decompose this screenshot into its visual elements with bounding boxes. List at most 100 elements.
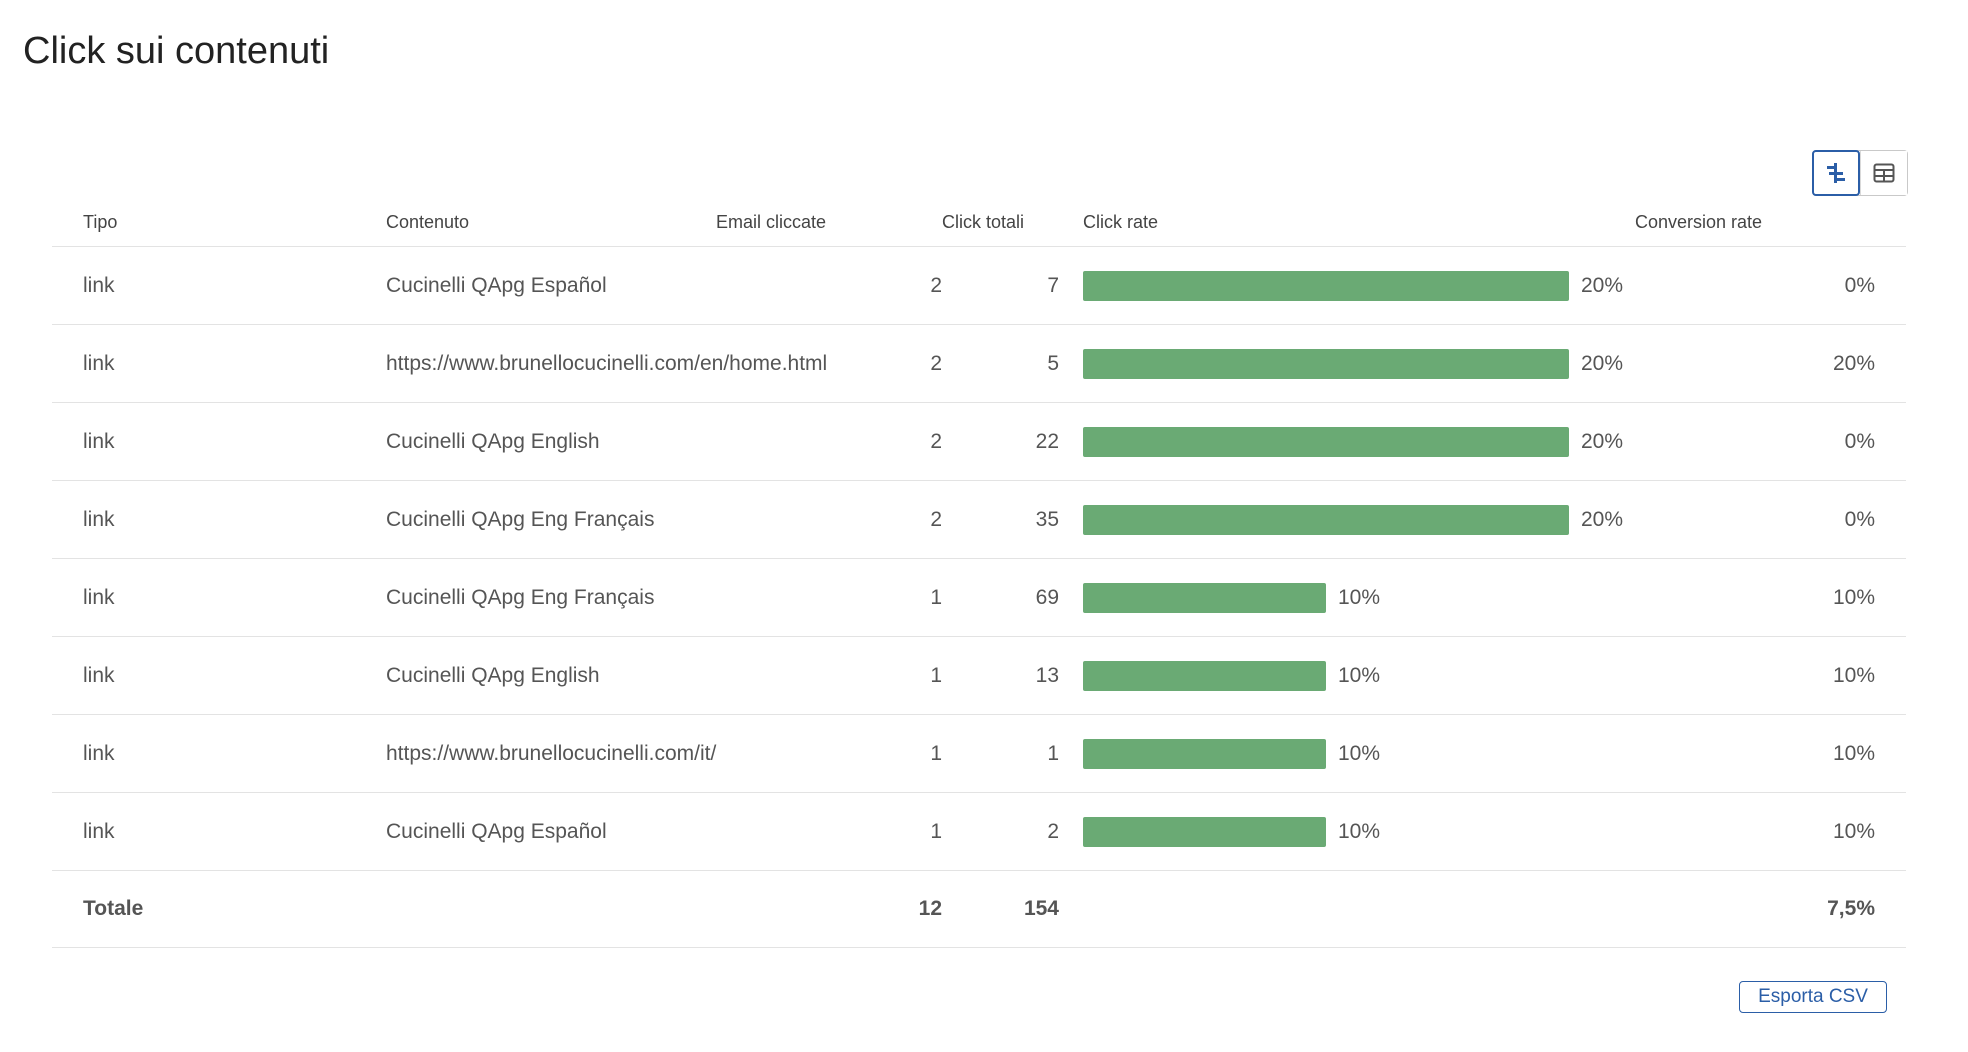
header-email-cliccate[interactable]: Email cliccate bbox=[716, 198, 942, 247]
cell-tipo: link bbox=[52, 636, 386, 715]
cell-tipo: link bbox=[52, 792, 386, 871]
click-rate-bar-track: 10% bbox=[1083, 738, 1569, 769]
cell-contenuto: Cucinelli QApg Eng Français bbox=[386, 558, 716, 637]
click-rate-bar bbox=[1083, 738, 1326, 769]
cell-click-totali[interactable]: 69 bbox=[942, 558, 1059, 637]
cell-tipo: link bbox=[52, 246, 386, 325]
click-rate-bar bbox=[1083, 660, 1326, 691]
click-rate-label: 20% bbox=[1581, 351, 1624, 375]
bar-chart-view-icon bbox=[1827, 163, 1845, 183]
cell-click-totali[interactable]: 13 bbox=[942, 636, 1059, 715]
table-row: link Cucinelli QApg Español 1 2 10% 10% bbox=[52, 792, 1906, 871]
click-rate-bar bbox=[1083, 504, 1569, 535]
cell-click-rate: 10% bbox=[1059, 558, 1635, 637]
cell-click-totali[interactable]: 2 bbox=[942, 792, 1059, 871]
cell-email-cliccate[interactable]: 2 bbox=[716, 246, 942, 325]
cell-contenuto: Cucinelli QApg English bbox=[386, 402, 716, 481]
cell-click-totali[interactable]: 1 bbox=[942, 714, 1059, 793]
cell-tipo: link bbox=[52, 324, 386, 403]
cell-click-rate: 20% bbox=[1059, 324, 1635, 403]
click-rate-label: 10% bbox=[1338, 819, 1381, 843]
cell-conversion-rate: 20% bbox=[1635, 324, 1906, 403]
click-rate-bar-track: 20% bbox=[1083, 270, 1623, 301]
click-rate-label: 20% bbox=[1581, 429, 1624, 453]
click-rate-bar-track: 10% bbox=[1083, 582, 1569, 613]
totals-rate-empty bbox=[1059, 870, 1635, 948]
cell-conversion-rate: 10% bbox=[1635, 792, 1906, 871]
table-row: link https://www.brunellocucinelli.com/en… bbox=[52, 324, 1906, 403]
table-row: link https://www.brunellocucinelli.com/it… bbox=[52, 714, 1906, 793]
click-rate-bar bbox=[1083, 426, 1569, 457]
click-rate-bar bbox=[1083, 582, 1326, 613]
cell-email-cliccate[interactable]: 1 bbox=[716, 792, 942, 871]
cell-contenuto: Cucinelli QApg Español bbox=[386, 246, 716, 325]
click-rate-bar-track: 10% bbox=[1083, 660, 1569, 691]
cell-tipo: link bbox=[52, 402, 386, 481]
cell-conversion-rate: 0% bbox=[1635, 402, 1906, 481]
header-tipo[interactable]: Tipo bbox=[52, 198, 386, 247]
cell-tipo: link bbox=[52, 480, 386, 559]
cell-conversion-rate: 10% bbox=[1635, 714, 1906, 793]
click-rate-label: 10% bbox=[1338, 741, 1381, 765]
cell-click-totali[interactable]: 22 bbox=[942, 402, 1059, 481]
click-rate-bar-track: 20% bbox=[1083, 504, 1623, 535]
cell-conversion-rate: 10% bbox=[1635, 636, 1906, 715]
cell-email-cliccate[interactable]: 2 bbox=[716, 402, 942, 481]
cell-click-rate: 10% bbox=[1059, 714, 1635, 793]
header-conversion-rate[interactable]: Conversion rate bbox=[1635, 198, 1906, 247]
cell-email-cliccate[interactable]: 1 bbox=[716, 558, 942, 637]
table-view-icon bbox=[1873, 163, 1895, 183]
header-click-totali[interactable]: Click totali bbox=[942, 198, 1059, 247]
totals-click: 154 bbox=[942, 870, 1059, 948]
cell-contenuto: Cucinelli QApg Español bbox=[386, 792, 716, 871]
click-rate-bar bbox=[1083, 348, 1569, 379]
cell-conversion-rate: 10% bbox=[1635, 558, 1906, 637]
cell-email-cliccate[interactable]: 1 bbox=[716, 636, 942, 715]
view-toggle bbox=[1812, 150, 1908, 196]
cell-contenuto: https://www.brunellocucinelli.com/it/ bbox=[386, 714, 716, 793]
page-title: Click sui contenuti bbox=[23, 30, 330, 72]
cell-conversion-rate: 0% bbox=[1635, 480, 1906, 559]
table-row: link Cucinelli QApg English 2 22 20% 0% bbox=[52, 402, 1906, 481]
click-rate-bar-track: 10% bbox=[1083, 816, 1569, 847]
cell-email-cliccate[interactable]: 2 bbox=[716, 324, 942, 403]
cell-email-cliccate[interactable]: 1 bbox=[716, 714, 942, 793]
cell-click-totali[interactable]: 35 bbox=[942, 480, 1059, 559]
cell-click-rate: 20% bbox=[1059, 480, 1635, 559]
click-rate-bar-track: 20% bbox=[1083, 426, 1623, 457]
table-row: link Cucinelli QApg English 1 13 10% 10% bbox=[52, 636, 1906, 715]
table-row: link Cucinelli QApg Eng Français 1 69 10% 10% bbox=[52, 558, 1906, 637]
cell-click-rate: 10% bbox=[1059, 792, 1635, 871]
totals-contenuto-empty bbox=[386, 870, 716, 948]
table-view-button[interactable] bbox=[1860, 151, 1907, 195]
header-click-rate[interactable]: Click rate bbox=[1059, 198, 1635, 247]
totals-conversion: 7,5% bbox=[1635, 870, 1906, 948]
header-contenuto[interactable]: Contenuto bbox=[386, 198, 716, 247]
click-rate-label: 10% bbox=[1338, 585, 1381, 609]
cell-tipo: link bbox=[52, 714, 386, 793]
cell-click-totali[interactable]: 5 bbox=[942, 324, 1059, 403]
cell-contenuto: Cucinelli QApg English bbox=[386, 636, 716, 715]
totals-label: Totale bbox=[52, 870, 386, 948]
totals-email: 12 bbox=[716, 870, 942, 948]
cell-conversion-rate: 0% bbox=[1635, 246, 1906, 325]
cell-contenuto: Cucinelli QApg Eng Français bbox=[386, 480, 716, 559]
content-clicks-table: Tipo Contenuto Email cliccate Click tota… bbox=[52, 198, 1906, 948]
click-rate-bar bbox=[1083, 816, 1326, 847]
table-body: link Cucinelli QApg Español 2 7 20% 0% link htt… bbox=[52, 246, 1906, 871]
click-rate-label: 20% bbox=[1581, 273, 1624, 297]
click-rate-bar-track: 20% bbox=[1083, 348, 1623, 379]
cell-click-totali[interactable]: 7 bbox=[942, 246, 1059, 325]
cell-click-rate: 20% bbox=[1059, 246, 1635, 325]
table-row: link Cucinelli QApg Español 2 7 20% 0% bbox=[52, 246, 1906, 325]
chart-view-button[interactable] bbox=[1812, 150, 1860, 196]
export-csv-button[interactable]: Esporta CSV bbox=[1739, 981, 1887, 1013]
click-rate-label: 10% bbox=[1338, 663, 1381, 687]
cell-tipo: link bbox=[52, 558, 386, 637]
cell-click-rate: 20% bbox=[1059, 402, 1635, 481]
cell-email-cliccate[interactable]: 2 bbox=[716, 480, 942, 559]
table-row: link Cucinelli QApg Eng Français 2 35 20% 0% bbox=[52, 480, 1906, 559]
cell-contenuto: https://www.brunellocucinelli.com/en/hom… bbox=[386, 324, 827, 403]
cell-click-rate: 10% bbox=[1059, 636, 1635, 715]
click-rate-label: 20% bbox=[1581, 507, 1624, 531]
